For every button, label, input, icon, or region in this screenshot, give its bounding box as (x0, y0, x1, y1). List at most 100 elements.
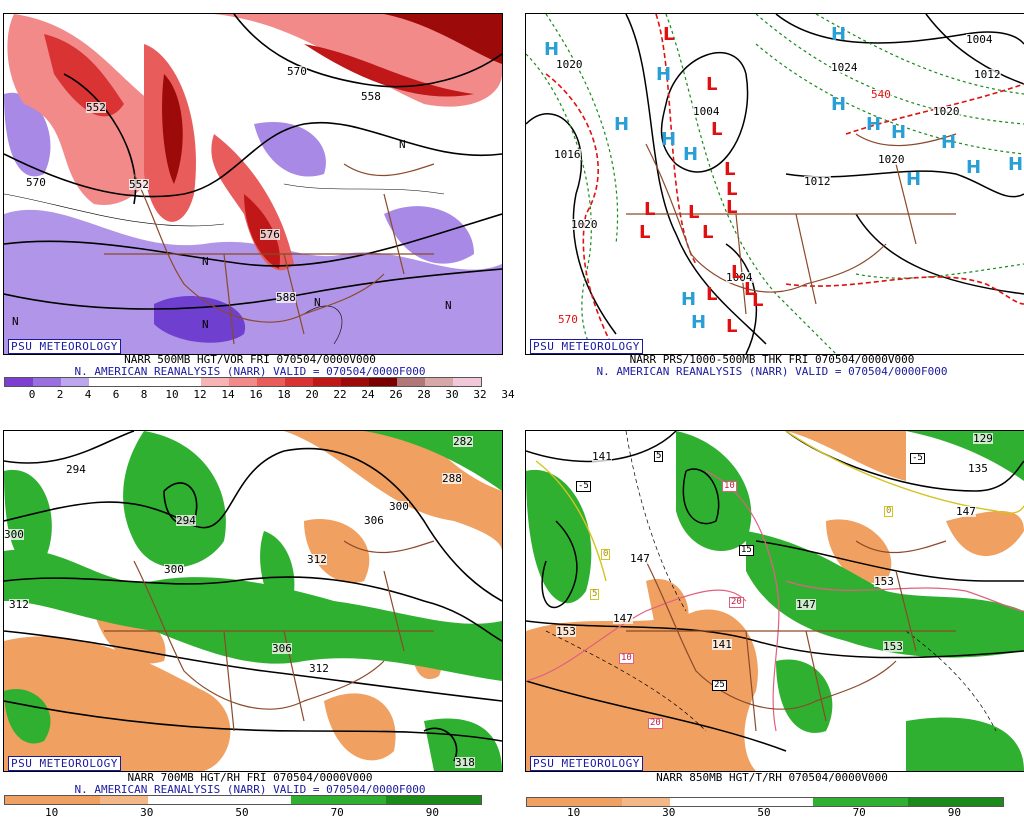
colorbar-tick-label: 28 (417, 388, 431, 401)
contour-label: 312 (9, 598, 29, 611)
contour-label: 153 (874, 575, 894, 588)
high-pressure-symbol: H (906, 169, 922, 190)
colorbar (526, 797, 1004, 807)
contour-label: 558 (361, 90, 381, 103)
colorbar-tick-label: 30 (662, 806, 676, 819)
contour-label: 1004 (726, 271, 753, 284)
temperature-label: 5 (654, 451, 664, 462)
temperature-label: 10 (722, 481, 737, 492)
colorbar-swatch (257, 378, 285, 386)
colorbar-tick-label: 70 (330, 806, 344, 819)
contour-label: 153 (883, 640, 903, 653)
colorbar-swatch (229, 378, 257, 386)
temperature-label: -5 (910, 453, 925, 464)
contour-label: 318 (455, 756, 475, 769)
vorticity-symbol: N (12, 315, 19, 328)
colorbar-swatch (33, 378, 61, 386)
chart-subtitle: N. AMERICAN REANALYSIS (NARR) VALID = 07… (74, 365, 426, 378)
thickness-label: 540 (871, 88, 891, 101)
low-pressure-symbol: L (706, 74, 718, 95)
high-pressure-symbol: H (691, 312, 707, 333)
contour-label: 576 (260, 228, 280, 241)
chart-title: NARR PRS/1000-500MB THK FRI 070504/0000V… (629, 353, 915, 366)
colorbar-tick-label: 50 (757, 806, 771, 819)
contour-label: 300 (164, 563, 184, 576)
temperature-label: 10 (619, 653, 634, 664)
contour-label: 1004 (693, 105, 720, 118)
colorbar (4, 377, 482, 387)
temperature-label: 25 (712, 680, 727, 691)
colorbar-swatch (52, 796, 101, 804)
contour-label: 1020 (571, 218, 598, 231)
contour-label: 288 (442, 472, 462, 485)
brand-label: PSU METEOROLOGY (8, 756, 121, 771)
colorbar-swatch (173, 378, 201, 386)
colorbar (4, 795, 482, 805)
map-graphic (526, 431, 1024, 771)
panel-700mb-rh: 294 288 282 300 294 306 300 312 312 306 … (0, 418, 503, 819)
colorbar-swatch (425, 378, 453, 386)
contour-label: 1020 (933, 105, 960, 118)
colorbar-swatch (622, 798, 670, 806)
contour-label: 300 (4, 528, 24, 541)
colorbar-tick-label: 10 (165, 388, 179, 401)
map-graphic (526, 14, 1024, 354)
panel-850mb-t-rh: 141 147 135 129 147 153 153 147 153 141 … (522, 418, 1024, 819)
brand-label: PSU METEOROLOGY (530, 756, 643, 771)
colorbar-swatch (242, 796, 291, 804)
contour-label: 1012 (974, 68, 1001, 81)
map-pressure-thickness: 1020 1016 1020 1004 1012 1024 1020 1012 … (525, 13, 1024, 355)
contour-label: 294 (66, 463, 86, 476)
colorbar-swatch (369, 378, 397, 386)
colorbar-swatch (907, 798, 956, 806)
contour-label: 570 (287, 65, 307, 78)
contour-label: 1024 (831, 61, 858, 74)
contour-label: 147 (796, 598, 816, 611)
low-pressure-symbol: L (663, 24, 675, 45)
colorbar-swatch (195, 796, 243, 804)
colorbar-swatch (285, 378, 313, 386)
low-pressure-symbol: L (726, 179, 738, 200)
contour-label: 129 (973, 432, 993, 445)
colorbar-tick-label: 30 (140, 806, 154, 819)
colorbar-tick-label: 6 (112, 388, 120, 401)
high-pressure-symbol: H (891, 122, 907, 143)
temperature-label: 20 (729, 597, 744, 608)
colorbar-tick-label: 90 (425, 806, 440, 819)
map-graphic (4, 431, 502, 771)
colorbar-ticks: 10 30 50 70 90 (4, 806, 480, 819)
colorbar-swatch (764, 798, 813, 806)
colorbar-tick-label: 70 (852, 806, 866, 819)
colorbar-tick-label: 10 (44, 806, 59, 819)
high-pressure-symbol: H (831, 24, 847, 45)
contour-label: 552 (86, 101, 106, 114)
brand-label: PSU METEOROLOGY (530, 339, 643, 354)
contour-label: 1016 (554, 148, 581, 161)
brand-label: PSU METEOROLOGY (8, 339, 121, 354)
colorbar-swatch (955, 798, 1003, 806)
chart-subtitle: N. AMERICAN REANALYSIS (NARR) VALID = 07… (596, 365, 948, 378)
map-850mb-t-rh: 141 147 135 129 147 153 153 147 153 141 … (525, 430, 1024, 772)
chart-title: NARR 700MB HGT/RH FRI 070504/0000V000 (127, 771, 373, 784)
panel-pressure-thickness: 1020 1016 1020 1004 1012 1024 1020 1012 … (522, 0, 1024, 400)
colorbar-tick-label: 34 (501, 388, 515, 401)
panel-500mb-vorticity: 570 558 570 552 576 588 552 N N N N N N … (0, 0, 515, 401)
colorbar-tick-label: 10 (566, 806, 581, 819)
temperature-label: 20 (648, 718, 663, 729)
colorbar-tick-label: 18 (277, 388, 291, 401)
colorbar-tick-label: 12 (193, 388, 207, 401)
temperature-label: 0 (884, 506, 894, 517)
contour-label: 588 (276, 291, 296, 304)
colorbar-tick-label: 26 (389, 388, 403, 401)
high-pressure-symbol: H (941, 132, 957, 153)
low-pressure-symbol: L (726, 197, 738, 218)
temperature-label: 0 (601, 549, 611, 560)
high-pressure-symbol: H (681, 289, 697, 310)
thickness-label: 570 (558, 313, 578, 326)
low-pressure-symbol: L (731, 262, 743, 283)
colorbar-tick-label: 2 (56, 388, 64, 401)
colorbar-tick-label: 14 (221, 388, 235, 401)
contour-label: 141 (592, 450, 612, 463)
colorbar-swatch (812, 798, 861, 806)
vorticity-symbol: N (445, 299, 452, 312)
